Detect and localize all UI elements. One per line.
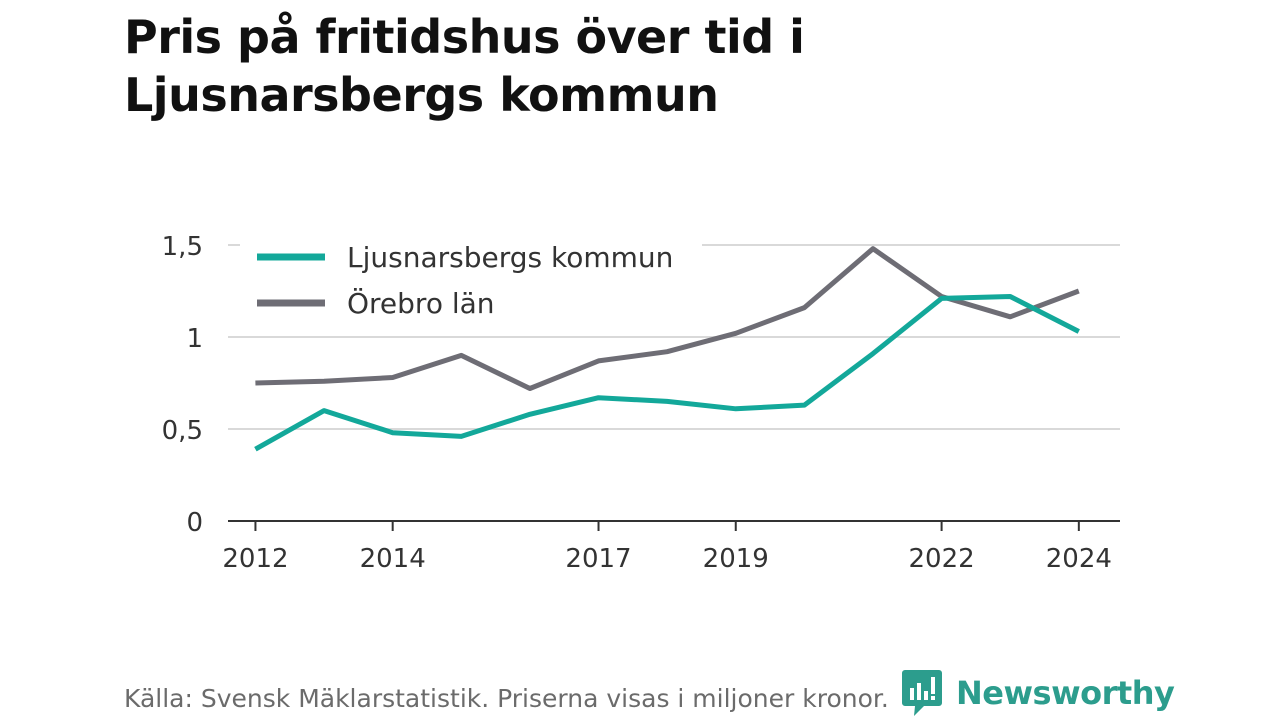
source-note: Källa: Svensk Mäklarstatistik. Priserna … <box>124 684 889 713</box>
legend-background <box>240 232 702 322</box>
x-tick-label: 2014 <box>360 544 426 574</box>
x-tick-label: 2024 <box>1046 544 1112 574</box>
y-tick-label: 1 <box>186 324 203 354</box>
y-tick-label: 0 <box>186 508 203 538</box>
y-tick-label: 0,5 <box>162 416 203 446</box>
chart-title-line-2: Ljusnarsbergs kommun <box>124 68 719 122</box>
x-tick-label: 2022 <box>909 544 975 574</box>
chart-title-line-1: Pris på fritidshus över tid i <box>124 10 805 64</box>
legend-label: Ljusnarsbergs kommun <box>347 241 673 274</box>
newsworthy-brand: Newsworthy <box>902 670 1175 716</box>
newsworthy-logo-icon <box>902 670 942 716</box>
x-tick-label: 2012 <box>222 544 288 574</box>
chart-title: Pris på fritidshus över tid i Ljusnarsbe… <box>124 8 1124 124</box>
x-tick-label: 2019 <box>703 544 769 574</box>
y-tick-label: 1,5 <box>162 232 203 262</box>
brand-name: Newsworthy <box>956 674 1175 712</box>
x-tick-label: 2017 <box>565 544 631 574</box>
series-line-ljusnarsbergs-kommun <box>254 294 1080 452</box>
legend-label: Örebro län <box>347 286 495 320</box>
